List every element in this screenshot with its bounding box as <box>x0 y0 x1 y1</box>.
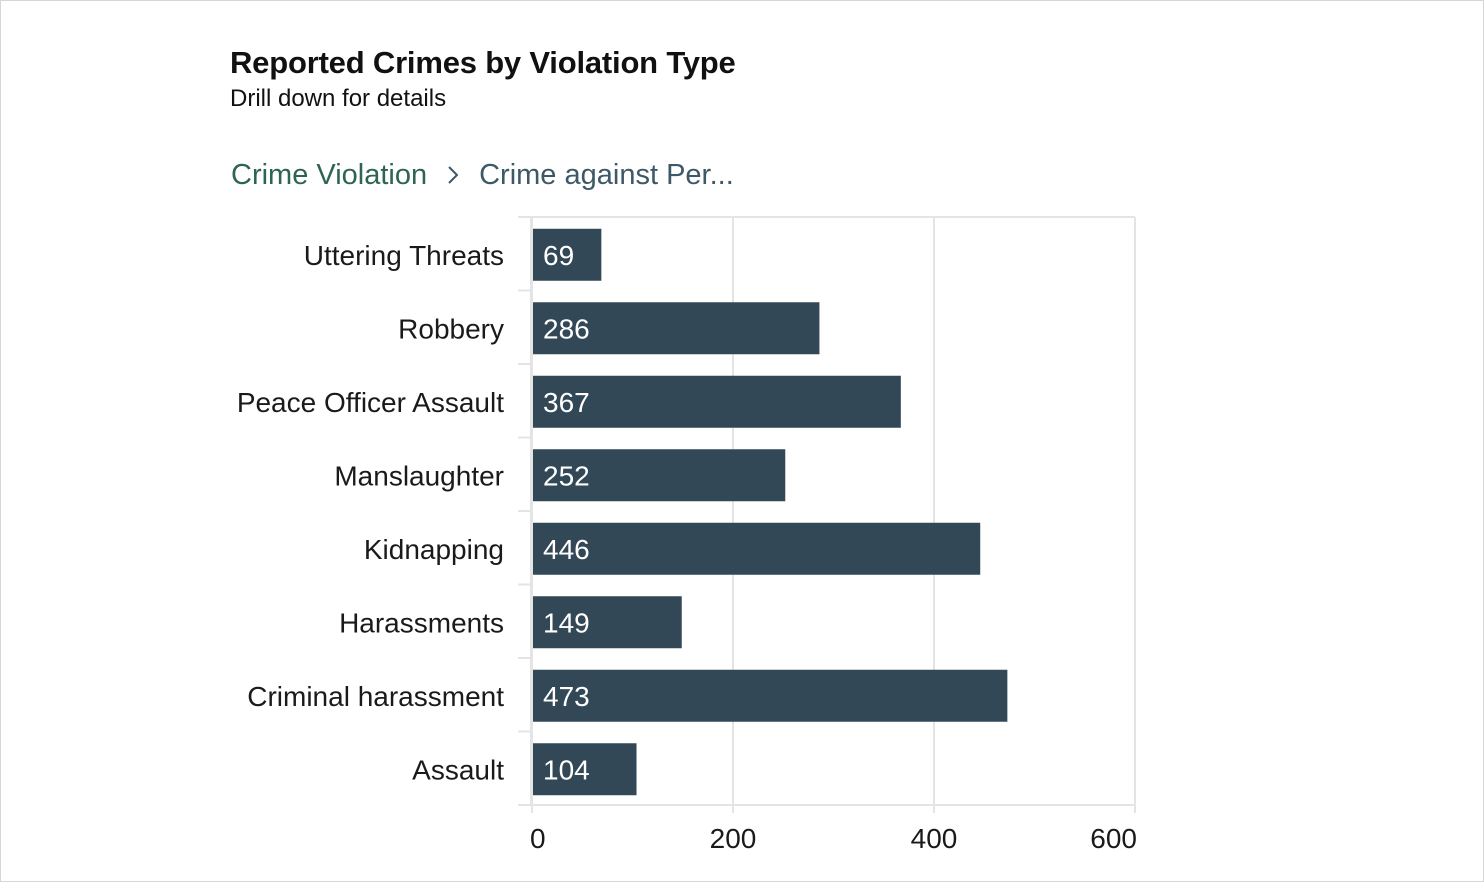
bar-value-label: 286 <box>543 313 590 344</box>
bar-layer <box>533 228 1008 796</box>
bar-value-label: 367 <box>543 387 590 418</box>
x-tick-label: 400 <box>911 823 958 854</box>
bar-value-label: 252 <box>543 460 590 491</box>
chevron-right-icon <box>427 164 479 186</box>
bar-value-label: 69 <box>543 240 574 271</box>
bar[interactable] <box>533 302 820 355</box>
category-label[interactable]: Kidnapping <box>364 534 504 565</box>
bar[interactable] <box>533 449 786 502</box>
bar[interactable] <box>533 596 682 649</box>
chart-subtitle: Drill down for details <box>230 85 447 112</box>
category-label[interactable]: Peace Officer Assault <box>237 387 504 418</box>
bar-value-label: 446 <box>543 534 590 565</box>
breadcrumb-root-link[interactable]: Crime Violation <box>231 158 428 191</box>
breadcrumb: Crime Violation Crime against Per... <box>231 157 734 193</box>
bar[interactable] <box>533 375 901 428</box>
breadcrumb-current: Crime against Per... <box>479 158 734 191</box>
category-label[interactable]: Manslaughter <box>334 460 504 491</box>
category-label[interactable]: Harassments <box>339 607 504 638</box>
bar[interactable] <box>533 743 637 796</box>
bar[interactable] <box>533 228 602 281</box>
bar-value-label: 149 <box>543 607 590 638</box>
x-tick-label: 600 <box>1090 823 1137 854</box>
category-label[interactable]: Robbery <box>398 313 504 344</box>
bar[interactable] <box>533 669 1008 722</box>
x-tick-label: 200 <box>710 823 757 854</box>
bar[interactable] <box>533 522 981 575</box>
chart-title: Reported Crimes by Violation Type <box>230 45 736 80</box>
category-label[interactable]: Assault <box>412 754 504 785</box>
category-label[interactable]: Uttering Threats <box>304 240 504 271</box>
x-tick-label: 0 <box>530 823 546 854</box>
bar-value-label: 473 <box>543 681 590 712</box>
label-layer: 0 200 400 600 69 Uttering Threats 286 Robbery 36… <box>237 240 1137 854</box>
category-label[interactable]: Criminal harassment <box>247 681 504 712</box>
bar-value-label: 104 <box>543 754 590 785</box>
grid-layer <box>518 216 1136 813</box>
